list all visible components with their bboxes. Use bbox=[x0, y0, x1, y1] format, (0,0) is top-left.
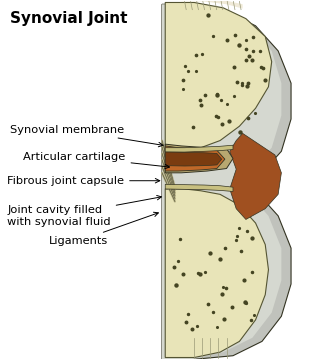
Text: Fibrous joint capsule: Fibrous joint capsule bbox=[7, 176, 160, 186]
Polygon shape bbox=[165, 184, 233, 192]
Polygon shape bbox=[165, 3, 272, 151]
Polygon shape bbox=[181, 1, 243, 9]
Polygon shape bbox=[162, 4, 281, 359]
Text: Synovial Joint: Synovial Joint bbox=[10, 12, 128, 26]
Text: Synovial membrane: Synovial membrane bbox=[10, 125, 163, 147]
Polygon shape bbox=[165, 189, 269, 357]
Polygon shape bbox=[230, 134, 281, 220]
Polygon shape bbox=[165, 144, 233, 173]
Polygon shape bbox=[162, 4, 291, 359]
Polygon shape bbox=[165, 152, 222, 166]
Text: Articular cartilage: Articular cartilage bbox=[23, 152, 169, 169]
Polygon shape bbox=[165, 145, 233, 152]
Polygon shape bbox=[165, 146, 225, 171]
Text: Ligaments: Ligaments bbox=[49, 212, 158, 246]
Text: Joint cavity filled
with synovial fluid: Joint cavity filled with synovial fluid bbox=[7, 195, 161, 227]
